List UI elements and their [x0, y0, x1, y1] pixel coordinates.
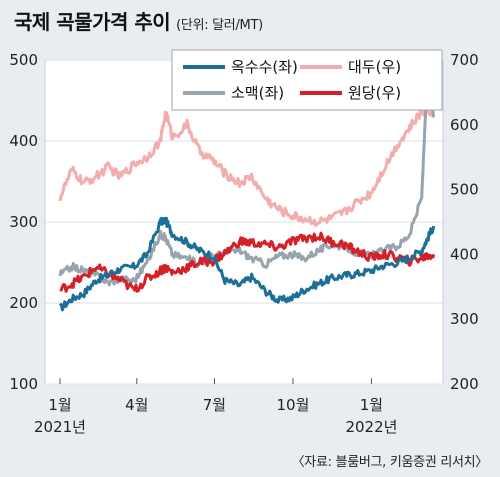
y-right-tick-label: 400: [450, 245, 479, 263]
y-left-tick-label: 400: [9, 132, 38, 150]
y-right-tick-label: 700: [450, 51, 479, 69]
legend-label-rice: 원당(우): [348, 84, 401, 102]
y-right-tick-label: 600: [450, 116, 479, 134]
x-tick-label: 1월: [360, 396, 383, 414]
chart-title: 국제 곡물가격 추이: [14, 10, 171, 34]
y-right-tick-label: 200: [450, 375, 479, 393]
x-tick-label: 1월: [48, 396, 71, 414]
legend-label-soybean: 대두(우): [348, 58, 401, 76]
y-right-tick-label: 300: [450, 310, 479, 328]
y-left-tick-label: 200: [9, 294, 38, 312]
y-right-tick-label: 500: [450, 181, 479, 199]
source-note: 〈자료: 블룸버그, 키움증권 리서치〉: [291, 455, 489, 470]
series-lines: [58, 59, 436, 312]
legend-label-corn: 옥수수(좌): [231, 58, 298, 76]
y-left-tick-label: 100: [9, 375, 38, 393]
legend-box: [171, 49, 443, 111]
y-left-axis: 100 200 300 400 500: [9, 51, 38, 393]
legend: 옥수수(좌) 대두(우) 소맥(좌) 원당(우): [171, 49, 443, 111]
title-row: 국제 곡물가격 추이 (단위: 달러/MT): [14, 6, 263, 35]
series-line-soybean: [58, 104, 436, 227]
x-axis: 1월 4월 7월 10월 1월 2021년 2022년: [34, 378, 397, 436]
unit-label: (단위: 달러/MT): [176, 18, 263, 33]
x-year-label: 2021년: [34, 418, 86, 436]
series-line-rice: [59, 231, 436, 293]
x-tick-label: 10월: [276, 396, 309, 414]
x-tick-label: 4월: [125, 396, 148, 414]
x-tick-label: 7월: [203, 396, 226, 414]
legend-label-wheat: 소맥(좌): [231, 84, 284, 102]
series-line-corn: [58, 216, 436, 312]
y-left-tick-label: 300: [9, 213, 38, 231]
y-left-tick-label: 500: [9, 51, 38, 69]
y-right-axis: 200 300 400 500 600 700: [450, 51, 479, 393]
x-year-label: 2022년: [345, 418, 397, 436]
